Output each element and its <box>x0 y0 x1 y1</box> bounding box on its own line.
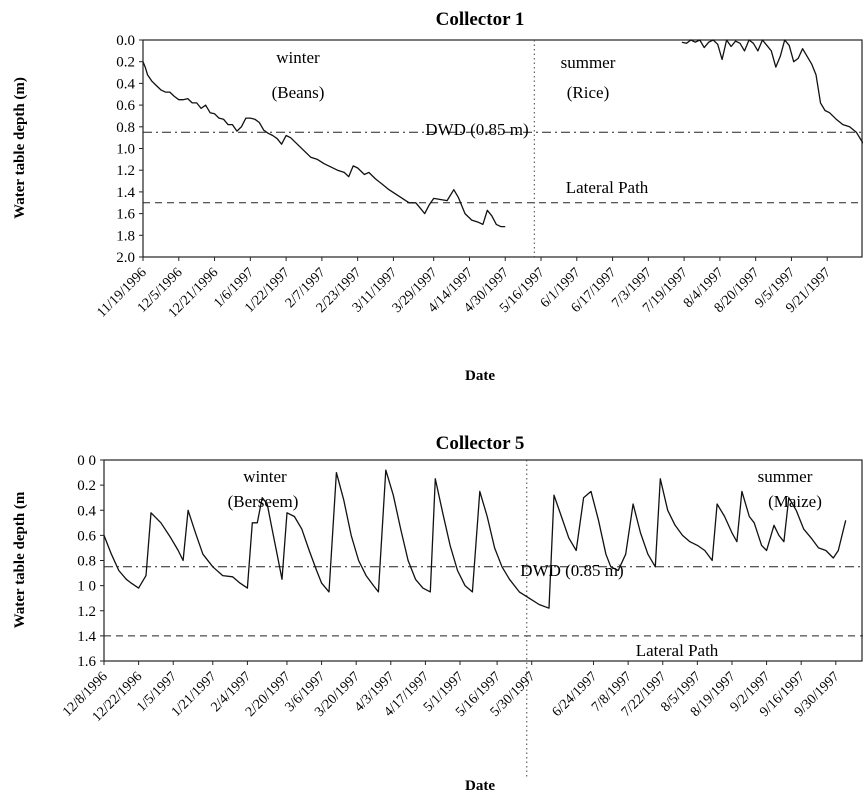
summer-crop-label: (Maize) <box>768 492 822 511</box>
winter-label: winter <box>243 467 287 486</box>
y-axis-label: Water table depth (m <box>12 491 28 628</box>
lateral-path-label: Lateral Path <box>636 641 719 660</box>
series-line-segment-1 <box>142 61 506 228</box>
x-axis-label: Date <box>465 368 495 384</box>
y-tick-label: 0.0 <box>116 33 135 49</box>
y-tick-label: 1.2 <box>77 604 96 620</box>
series-line-segment-1 <box>103 469 847 609</box>
y-tick-label: 0.2 <box>116 55 135 71</box>
y-tick-label: 1.0 <box>116 142 135 158</box>
y-tick-label: 1.4 <box>77 629 96 645</box>
dwd-label: DWD (0.85 m) <box>425 120 528 139</box>
y-tick-label: 0.4 <box>116 76 135 92</box>
winter-label: winter <box>276 48 320 67</box>
y-tick-label: 0 0 <box>77 453 96 469</box>
winter-crop-label: (Beans) <box>272 83 325 102</box>
y-tick-label: 0.4 <box>77 503 96 519</box>
y-tick-label: 1.6 <box>77 654 96 670</box>
y-tick-label: 0.8 <box>116 120 135 136</box>
y-tick-label: 1.8 <box>116 228 135 244</box>
plot-frame <box>103 459 863 662</box>
chart-title: Collector 5 <box>436 433 525 454</box>
y-tick-label: 0.6 <box>116 98 135 114</box>
y-axis-label: Water table depth (m) <box>12 77 28 219</box>
summer-label: summer <box>758 467 813 486</box>
chart-2: Collector 50 00.20.40.60.81 01.21.41.612… <box>12 433 863 794</box>
y-tick-label: 1 0 <box>77 579 96 595</box>
y-tick-label: 0.6 <box>77 528 96 544</box>
lateral-path-label: Lateral Path <box>566 178 649 197</box>
dwd-label: DWD (0.85 m) <box>520 561 623 580</box>
y-tick-label: 1.6 <box>116 207 135 223</box>
y-tick-label: 0.8 <box>77 554 96 570</box>
y-tick-label: 1.4 <box>116 185 135 201</box>
plot-frame <box>142 39 863 258</box>
y-tick-label: 1.2 <box>116 163 135 179</box>
summer-label: summer <box>561 53 616 72</box>
chart-1: Collector 1 0.0 0.2 0.4 0.6 0.8 1.0 1.2 1.4 1.6 1.… <box>12 9 863 384</box>
winter-crop-label: (Berseem) <box>228 492 299 511</box>
y-tick-label: 0.2 <box>77 478 96 494</box>
chart-title: Collector 1 <box>436 9 525 30</box>
x-tick-label: 6/24/1997 <box>550 669 601 720</box>
series-line-segment-2 <box>681 39 863 144</box>
x-axis-label: Date <box>465 778 495 794</box>
summer-crop-label: (Rice) <box>567 83 609 102</box>
y-tick-label: 2.0 <box>116 250 135 266</box>
